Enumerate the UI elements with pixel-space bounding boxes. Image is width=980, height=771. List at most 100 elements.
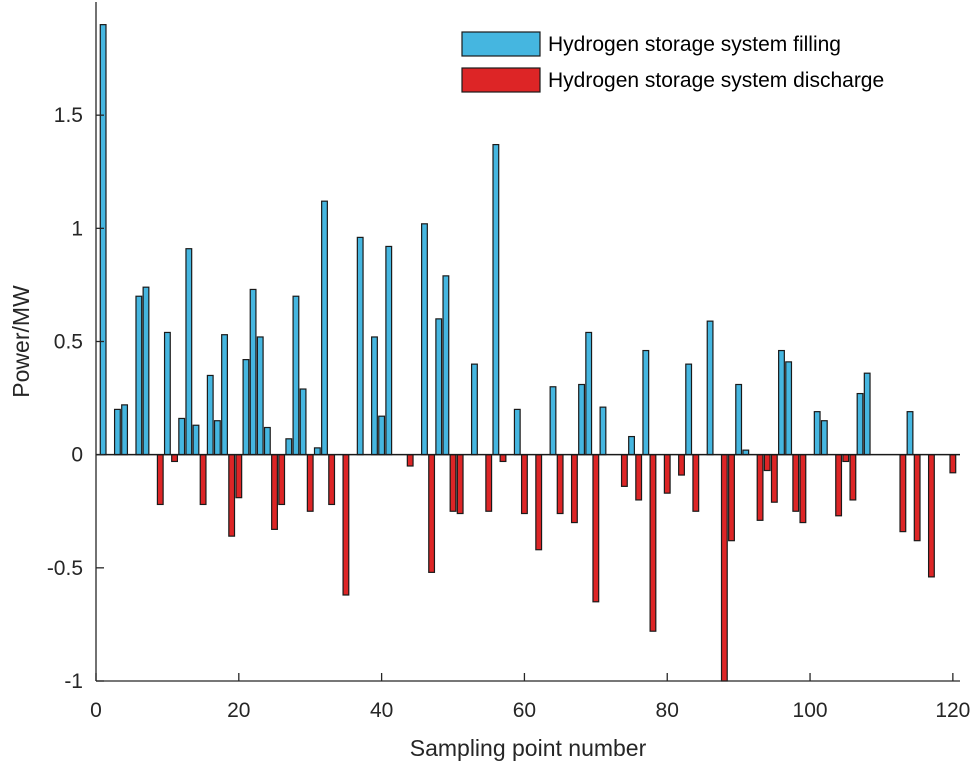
x-tick-label: 20 xyxy=(227,699,250,722)
x-tick-label: 120 xyxy=(935,699,970,722)
bar-filling-x23 xyxy=(256,336,264,456)
bar-filling-x83 xyxy=(685,363,693,456)
y-tick-label: 1.5 xyxy=(54,104,83,127)
bar-discharge-x44 xyxy=(406,454,414,467)
bar-discharge-x26 xyxy=(278,454,286,506)
bar-discharge-x113 xyxy=(899,454,907,533)
bar-filling-x46 xyxy=(421,223,428,456)
bar-discharge-x74 xyxy=(620,454,628,487)
bar-discharge-x19 xyxy=(228,454,236,537)
bar-filling-x40 xyxy=(378,415,386,456)
bar-filling-x28 xyxy=(292,295,300,456)
bar-discharge-x105 xyxy=(842,454,850,463)
bar-filling-x49 xyxy=(442,275,450,456)
legend-swatch-discharge xyxy=(461,67,541,93)
bar-filling-x97 xyxy=(785,361,793,456)
legend: Hydrogen storage system filling Hydrogen… xyxy=(461,31,884,93)
legend-swatch-filling xyxy=(461,31,541,57)
bar-filling-x64 xyxy=(549,386,557,456)
bar-discharge-x50 xyxy=(449,454,457,512)
x-tick-label: 100 xyxy=(793,699,828,722)
y-axis-title: Power/MW xyxy=(8,285,34,398)
bar-filling-x71 xyxy=(599,406,607,456)
bar-filling-x32 xyxy=(321,200,328,456)
bar-discharge-x89 xyxy=(728,454,735,542)
bar-discharge-x70 xyxy=(592,454,600,603)
bar-filling-x14 xyxy=(192,424,200,456)
bar-discharge-x88 xyxy=(720,454,728,682)
bar-filling-x86 xyxy=(706,320,714,456)
bar-discharge-x95 xyxy=(770,454,778,503)
bar-filling-x41 xyxy=(385,245,393,456)
bar-discharge-x9 xyxy=(156,454,164,506)
bar-discharge-x57 xyxy=(499,454,507,463)
y-tick-label: 1 xyxy=(71,217,83,240)
bar-filling-x18 xyxy=(221,334,228,456)
bar-filling-x101 xyxy=(813,411,821,456)
bar-filling-x90 xyxy=(735,383,743,456)
y-tick-label: 0.5 xyxy=(54,331,83,354)
bar-filling-x10 xyxy=(163,331,171,456)
bar-discharge-x99 xyxy=(799,454,807,524)
legend-label-discharge: Hydrogen storage system discharge xyxy=(548,69,884,92)
bar-discharge-x33 xyxy=(328,454,336,506)
bar-filling-x96 xyxy=(778,349,785,456)
bar-discharge-x51 xyxy=(456,454,464,515)
bar-discharge-x76 xyxy=(635,454,643,501)
x-tick-label: 60 xyxy=(513,699,536,722)
bar-filling-x59 xyxy=(513,408,521,456)
bar-discharge-x120 xyxy=(949,454,957,474)
bar-filling-x12 xyxy=(178,417,186,456)
bar-filling-x27 xyxy=(285,438,293,456)
y-tick-label: -0.5 xyxy=(47,557,83,580)
bar-filling-x75 xyxy=(628,435,635,456)
bar-discharge-x84 xyxy=(692,454,700,512)
bar-discharge-x60 xyxy=(520,454,528,515)
bar-filling-x39 xyxy=(371,336,378,456)
bar-discharge-x106 xyxy=(849,454,857,501)
bar-discharge-x35 xyxy=(342,454,350,596)
y-tick-label: -1 xyxy=(64,670,83,693)
x-axis-title: Sampling point number xyxy=(410,735,647,761)
bar-filling-x77 xyxy=(642,349,650,456)
bar-filling-x21 xyxy=(242,359,250,456)
bar-discharge-x78 xyxy=(649,454,657,632)
bar-filling-x53 xyxy=(470,363,478,456)
bar-filling-x22 xyxy=(249,288,257,456)
bar-discharge-x82 xyxy=(678,454,685,476)
bar-discharge-x15 xyxy=(199,454,207,506)
bar-filling-x48 xyxy=(435,318,443,456)
bar-filling-x68 xyxy=(578,383,586,456)
legend-label-filling: Hydrogen storage system filling xyxy=(548,33,841,56)
bar-filling-x3 xyxy=(113,408,121,456)
axes-group: -1 -0.5 0 0.5 1 1.5 0 20 40 60 80 100 120 xyxy=(47,2,970,722)
bar-discharge-x115 xyxy=(913,454,921,542)
bar-discharge-x20 xyxy=(235,454,243,499)
x-tick-label: 0 xyxy=(90,699,102,722)
bar-discharge-x47 xyxy=(428,454,436,573)
bar-discharge-x93 xyxy=(756,454,764,521)
bar-filling-x16 xyxy=(206,374,214,456)
bar-filling-x1 xyxy=(99,24,107,456)
bar-filling-x7 xyxy=(142,286,150,456)
bar-discharge-x98 xyxy=(792,454,800,512)
bar-filling-x108 xyxy=(863,372,871,456)
bar-filling-x4 xyxy=(121,404,129,456)
bar-discharge-x80 xyxy=(663,454,671,494)
bar-filling-x37 xyxy=(356,236,364,456)
bar-filling-x102 xyxy=(820,420,828,456)
bar-discharge-x11 xyxy=(171,454,179,463)
bar-discharge-x30 xyxy=(306,454,314,512)
bar-discharge-x25 xyxy=(271,454,278,530)
bar-filling-x31 xyxy=(313,447,321,456)
x-tick-label: 80 xyxy=(656,699,679,722)
bar-filling-x17 xyxy=(213,420,221,456)
y-tick-label: 0 xyxy=(71,444,83,467)
bar-discharge-x62 xyxy=(535,454,543,551)
bar-discharge-x104 xyxy=(835,454,843,517)
bar-discharge-x55 xyxy=(485,454,493,512)
bar-filling-x13 xyxy=(185,248,193,456)
bar-discharge-x67 xyxy=(570,454,578,524)
x-tick-label: 40 xyxy=(370,699,393,722)
